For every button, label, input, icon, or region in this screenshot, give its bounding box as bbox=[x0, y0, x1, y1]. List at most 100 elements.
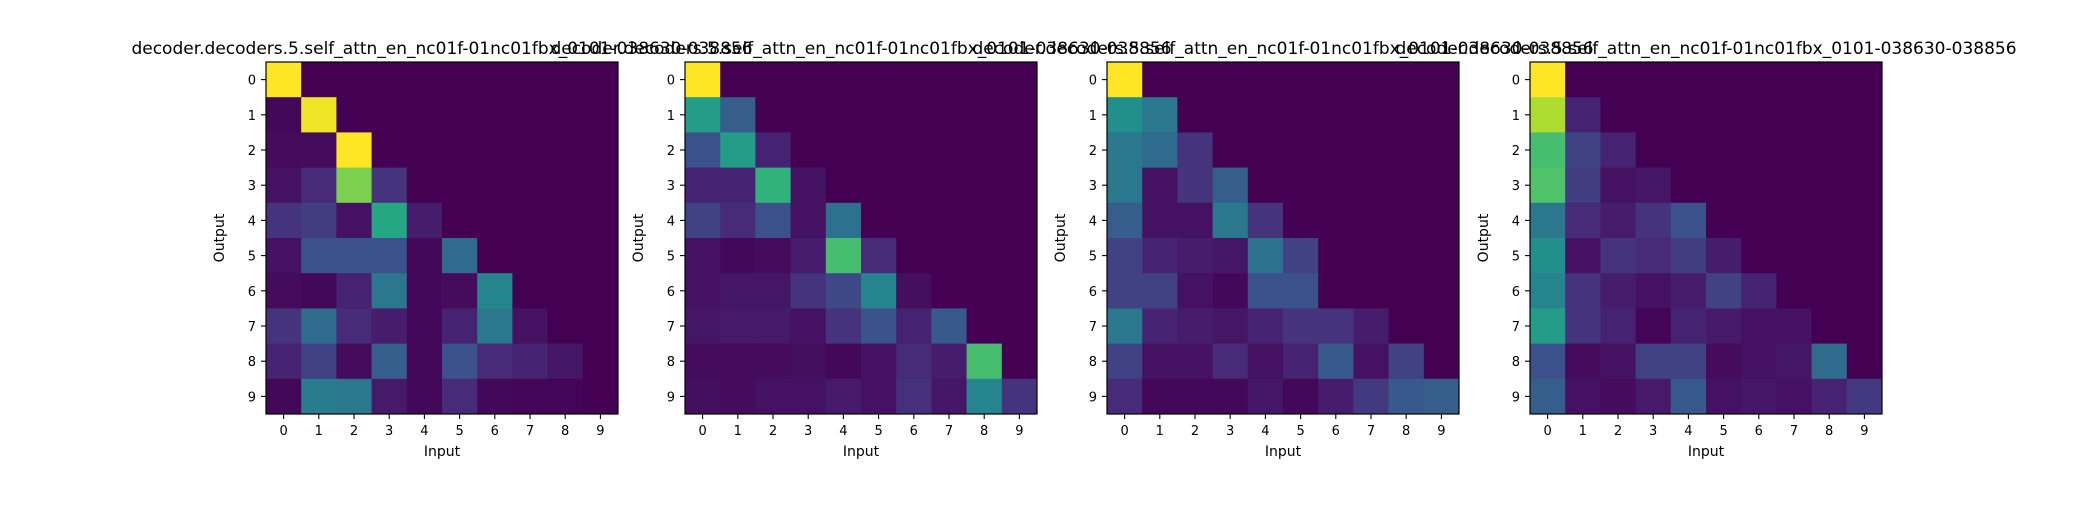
heatmap-cell bbox=[1318, 167, 1354, 204]
x-tick-label: 1 bbox=[1156, 424, 1164, 439]
heatmap-cell bbox=[790, 238, 827, 274]
y-tick-label: 8 bbox=[1089, 355, 1097, 370]
heatmap-cell bbox=[371, 167, 408, 204]
heatmap-cell bbox=[1600, 62, 1637, 98]
heatmap-cell bbox=[1530, 97, 1566, 133]
heatmap-cell bbox=[512, 97, 549, 133]
heatmap-cell bbox=[1212, 238, 1249, 274]
heatmap-cell bbox=[1741, 273, 1777, 309]
heatmap-cell bbox=[547, 378, 584, 415]
heatmap-cell bbox=[266, 132, 302, 169]
x-tick-label: 8 bbox=[561, 424, 569, 439]
heatmap-cell bbox=[336, 202, 373, 239]
heatmap-cell bbox=[861, 378, 897, 415]
heatmap-cell bbox=[1600, 167, 1637, 204]
heatmap-cell bbox=[1846, 273, 1883, 309]
heatmap-cell bbox=[1318, 97, 1354, 133]
heatmap-cell bbox=[1741, 132, 1777, 169]
heatmap-cell bbox=[512, 238, 549, 274]
x-tick-label: 1 bbox=[734, 424, 742, 439]
y-tick-label: 7 bbox=[1512, 320, 1520, 335]
chart-title: decoder.decoders.5.self_attn_en_nc01f-01… bbox=[972, 39, 1593, 59]
heatmap-cell bbox=[301, 378, 337, 415]
heatmap-cell bbox=[547, 273, 584, 309]
heatmap-cell bbox=[477, 167, 513, 204]
heatmap-cell bbox=[1776, 62, 1813, 98]
heatmap-cell bbox=[1635, 238, 1672, 274]
y-tick-label: 1 bbox=[1089, 109, 1097, 124]
heatmap-cell bbox=[301, 62, 337, 98]
heatmap-cell bbox=[1247, 97, 1284, 133]
y-tick-label: 3 bbox=[1512, 179, 1520, 194]
heatmap-cell bbox=[371, 343, 408, 380]
heatmap-cell bbox=[1212, 132, 1249, 169]
heatmap-cell bbox=[1776, 167, 1813, 204]
x-tick-label: 9 bbox=[1437, 424, 1445, 439]
x-tick-label: 3 bbox=[804, 424, 812, 439]
heatmap-cell bbox=[1212, 62, 1249, 98]
x-tick-label: 4 bbox=[1684, 424, 1692, 439]
heatmap-cell bbox=[1600, 97, 1637, 133]
heatmap-cell bbox=[371, 308, 408, 345]
heatmap-cell bbox=[1635, 202, 1672, 239]
heatmap-cell bbox=[1423, 273, 1460, 309]
heatmap-cell bbox=[1565, 343, 1601, 380]
heatmap-panel-2: 0 1 2 3 4 5 6 7 8 9 0 1 2 3 4 5 6 7 8 9 Input Output decoder.d… bbox=[550, 39, 1171, 460]
heatmap-cell bbox=[1212, 378, 1249, 415]
y-tick-label: 2 bbox=[248, 144, 256, 159]
heatmap-cell bbox=[1706, 238, 1742, 274]
heatmap-cell bbox=[790, 97, 827, 133]
heatmap-cell bbox=[1741, 343, 1777, 380]
heatmap-cell bbox=[266, 273, 302, 309]
heatmap-cell bbox=[1247, 308, 1284, 345]
heatmap-cell bbox=[825, 273, 862, 309]
heatmap-cell bbox=[1177, 378, 1214, 415]
heatmap-cell bbox=[1846, 308, 1883, 345]
heatmap-cell bbox=[406, 343, 443, 380]
heatmap-cell bbox=[966, 62, 1003, 98]
heatmap-cell bbox=[1388, 308, 1425, 345]
heatmap-cell bbox=[1318, 378, 1354, 415]
heatmap-cell bbox=[1001, 378, 1038, 415]
heatmap-cell bbox=[1811, 62, 1848, 98]
heatmap-cell bbox=[266, 167, 302, 204]
heatmap-cell bbox=[825, 343, 862, 380]
y-tick-label: 7 bbox=[667, 320, 675, 335]
heatmap-cell bbox=[1565, 378, 1601, 415]
heatmap-cell bbox=[685, 202, 721, 239]
heatmap-cell bbox=[1565, 167, 1601, 204]
heatmap-cell bbox=[1177, 167, 1214, 204]
heatmap-cell bbox=[582, 62, 619, 98]
x-tick-label: 1 bbox=[315, 424, 323, 439]
heatmap-cell bbox=[1776, 378, 1813, 415]
heatmap-cell bbox=[931, 308, 968, 345]
heatmap-cell bbox=[1001, 343, 1038, 380]
heatmap-cell bbox=[582, 273, 619, 309]
heatmap-cell bbox=[1423, 97, 1460, 133]
heatmap-cell bbox=[1212, 97, 1249, 133]
heatmap-cell bbox=[1247, 343, 1284, 380]
heatmap-cell bbox=[685, 308, 721, 345]
heatmap-cell bbox=[512, 202, 549, 239]
heatmap-panel-3: 0 1 2 3 4 5 6 7 8 9 0 1 2 3 4 5 6 7 8 9 Input Output decoder.d… bbox=[972, 39, 1593, 460]
plot-frame bbox=[1529, 61, 1883, 415]
heatmap-cell bbox=[861, 202, 897, 239]
heatmap-cell bbox=[685, 97, 721, 133]
heatmap-cell bbox=[1423, 378, 1460, 415]
heatmap-cell bbox=[1388, 167, 1425, 204]
heatmap-cell bbox=[266, 238, 302, 274]
heatmap-cell bbox=[790, 273, 827, 309]
heatmap-cell bbox=[1635, 343, 1672, 380]
heatmap-cell bbox=[1107, 202, 1143, 239]
heatmap-cell bbox=[336, 378, 373, 415]
heatmap-cell bbox=[371, 378, 408, 415]
heatmap-cell bbox=[1811, 343, 1848, 380]
heatmap-cell bbox=[477, 202, 513, 239]
heatmap-cell bbox=[1741, 308, 1777, 345]
heatmap-cell bbox=[442, 202, 478, 239]
heatmap-cell bbox=[301, 273, 337, 309]
heatmap-cell bbox=[1388, 132, 1425, 169]
heatmap-cell bbox=[1741, 378, 1777, 415]
heatmap-cell bbox=[547, 167, 584, 204]
heatmap-cell bbox=[1212, 308, 1249, 345]
